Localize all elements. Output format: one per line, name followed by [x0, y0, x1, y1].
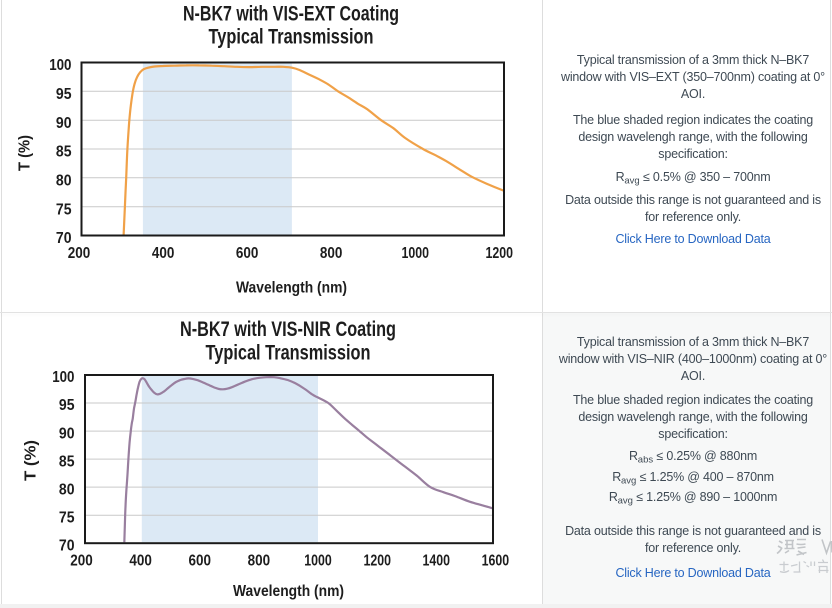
svg-text:95: 95 [56, 86, 72, 103]
svg-text:1200: 1200 [363, 553, 391, 570]
svg-text:70: 70 [56, 230, 72, 247]
svg-text:1000: 1000 [401, 245, 429, 262]
svg-text:95: 95 [59, 397, 75, 414]
svg-text:800: 800 [320, 245, 343, 262]
svg-text:400: 400 [152, 245, 175, 262]
svg-text:75: 75 [59, 509, 75, 526]
svg-text:75: 75 [56, 201, 72, 218]
svg-text:400: 400 [129, 553, 152, 570]
svg-text:Typical Transmission: Typical Transmission [206, 340, 371, 364]
svg-text:1600: 1600 [482, 553, 510, 570]
svg-text:Typical Transmission: Typical Transmission [209, 25, 374, 49]
svg-text:T (%): T (%) [17, 135, 34, 171]
svg-text:70: 70 [59, 537, 75, 554]
svg-text:90: 90 [59, 425, 75, 442]
svg-text:T (%): T (%) [22, 440, 39, 481]
svg-text:200: 200 [70, 553, 93, 570]
svg-text:100: 100 [52, 369, 74, 386]
svg-text:85: 85 [56, 144, 72, 161]
svg-text:1400: 1400 [423, 553, 451, 570]
svg-text:85: 85 [59, 453, 75, 470]
svg-text:1000: 1000 [304, 553, 332, 570]
svg-text:100: 100 [49, 57, 71, 74]
svg-text:1200: 1200 [485, 245, 513, 262]
svg-text:N-BK7 with VIS-EXT Coating: N-BK7 with VIS-EXT Coating [183, 1, 399, 25]
svg-text:N-BK7 with VIS-NIR Coating: N-BK7 with VIS-NIR Coating [180, 317, 396, 341]
svg-text:Wavelength (nm): Wavelength (nm) [233, 583, 344, 600]
svg-text:200: 200 [68, 245, 91, 262]
svg-text:600: 600 [189, 553, 212, 570]
svg-text:Wavelength (nm): Wavelength (nm) [236, 280, 347, 297]
svg-text:800: 800 [248, 553, 271, 570]
svg-text:80: 80 [59, 481, 75, 498]
svg-text:600: 600 [236, 245, 259, 262]
svg-text:80: 80 [56, 173, 72, 190]
svg-text:90: 90 [56, 115, 72, 132]
